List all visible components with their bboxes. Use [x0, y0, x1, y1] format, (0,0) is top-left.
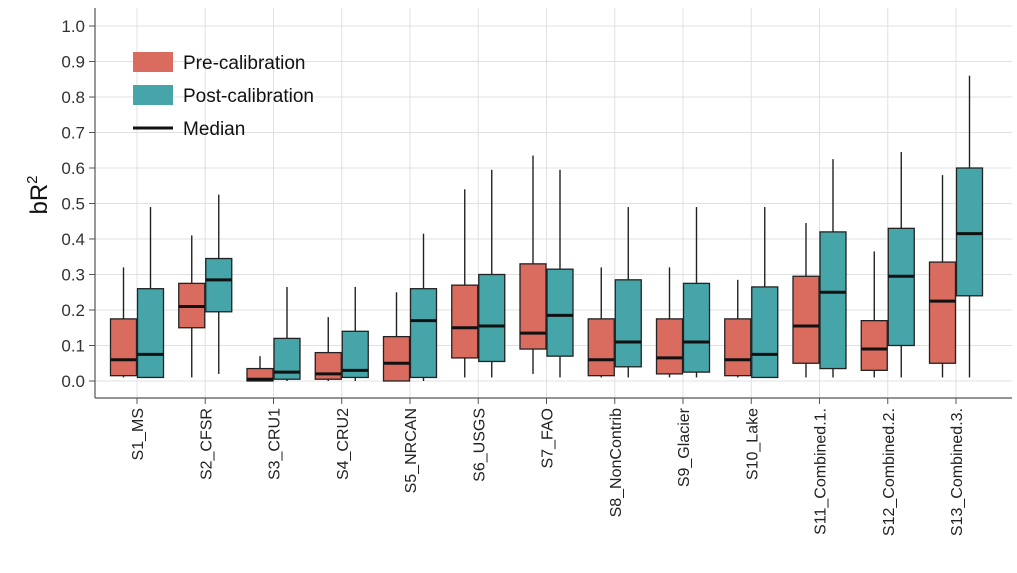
box-post-S10_Lake — [751, 207, 779, 379]
box-pre-S12_Combined.2. — [860, 251, 888, 378]
box-post-S1_MS — [136, 207, 165, 379]
x-category-label: S8_NonContrib — [608, 408, 625, 518]
box-iqr — [614, 279, 642, 368]
box-iqr — [451, 284, 479, 359]
y-tick-label: 0.3 — [61, 266, 85, 285]
legend-label: Median — [183, 119, 245, 140]
axes: 0.0 0.1 0.2 0.3 0.4 0.5 0.6 0.7 0.8 0.9 1.0 S1_MS S2… — [61, 8, 1012, 536]
box-pre-S2_CFSR — [178, 235, 206, 378]
box-post-S9_Glacier — [682, 207, 711, 378]
box-pre-S8_NonContrib — [587, 267, 615, 378]
box-iqr — [136, 288, 165, 379]
y-tick-label: 0.1 — [61, 337, 85, 356]
y-axis-title-superscript: 2 — [24, 175, 41, 183]
box-iqr — [519, 263, 547, 350]
box-iqr — [382, 335, 411, 382]
x-category-label: S10_Lake — [744, 408, 761, 480]
legend-label: Pre-calibration — [183, 53, 306, 74]
x-category-label: S4_CRU2 — [335, 408, 352, 480]
box-pre-S9_Glacier — [655, 267, 684, 378]
box-post-S13_Combined.3. — [955, 75, 984, 378]
box-pre-S1_MS — [109, 267, 138, 378]
box-pre-S5_NRCAN — [382, 292, 411, 382]
x-category-label: S11_Combined.1. — [813, 408, 830, 535]
y-tick-label: 0.5 — [61, 195, 85, 214]
box-pre-S10_Lake — [724, 279, 752, 378]
box-iqr — [955, 167, 984, 297]
box-iqr — [655, 318, 684, 375]
box-iqr — [724, 318, 752, 377]
box-post-S8_NonContrib — [614, 207, 642, 378]
box-iqr — [682, 282, 711, 373]
y-tick-label: 0.4 — [61, 230, 85, 249]
y-tick-label: 0.0 — [61, 372, 85, 391]
x-category-label: S7_FAO — [540, 408, 557, 468]
box-post-S2_CFSR — [205, 194, 233, 374]
box-iqr — [819, 231, 847, 370]
x-category-label: S2_CFSR — [198, 408, 215, 480]
box-post-S4_CRU2 — [341, 286, 369, 381]
box-post-S3_CRU1 — [273, 286, 301, 381]
y-tick-label: 0.2 — [61, 301, 85, 320]
y-tick-label: 0.7 — [61, 124, 85, 143]
box-iqr — [109, 318, 138, 377]
legend-item-median: Median — [133, 119, 245, 140]
y-tick-label: 0.8 — [61, 88, 85, 107]
y-tick-label: 1.0 — [61, 17, 85, 36]
y-axis-title-text: bR — [26, 184, 53, 215]
box-iqr — [928, 261, 957, 364]
box-iqr — [792, 275, 820, 364]
box-iqr — [587, 318, 615, 377]
box-iqr — [887, 227, 915, 347]
box-iqr — [751, 286, 779, 379]
legend-key-pre — [133, 52, 173, 72]
legend-item-post: Post-calibration — [133, 85, 314, 107]
box-pre-S4_CRU2 — [314, 317, 342, 381]
box-groups — [109, 75, 984, 382]
legend-item-pre: Pre-calibration — [133, 52, 306, 74]
box-iqr — [205, 257, 233, 313]
y-axis-title: bR2 — [24, 175, 53, 214]
box-pre-S13_Combined.3. — [928, 175, 957, 378]
box-post-S11_Combined.1. — [819, 159, 847, 378]
x-category-label: S12_Combined.2. — [881, 408, 898, 536]
box-post-S5_NRCAN — [409, 233, 438, 381]
legend: Pre-calibration Post-calibration Median — [133, 52, 314, 140]
x-category-label: S9_Glacier — [676, 407, 693, 487]
box-post-S12_Combined.2. — [887, 152, 915, 378]
x-category-label: S5_NRCAN — [403, 408, 420, 493]
box-iqr — [546, 268, 574, 357]
x-category-label: S6_USGS — [471, 408, 488, 482]
box-iqr — [860, 319, 888, 371]
box-pre-S7_FAO — [519, 155, 547, 374]
box-pre-S6_USGS — [451, 189, 479, 378]
box-pre-S3_CRU1 — [246, 356, 274, 382]
box-iqr — [409, 288, 438, 379]
legend-key-post — [133, 85, 173, 105]
box-pre-S11_Combined.1. — [792, 223, 820, 378]
x-category-label: S3_CRU1 — [267, 408, 284, 480]
x-category-label: S13_Combined.3. — [949, 408, 966, 536]
box-post-S6_USGS — [478, 169, 506, 378]
y-tick-label: 0.6 — [61, 159, 85, 178]
x-category-label: S1_MS — [130, 408, 147, 460]
box-post-S7_FAO — [546, 169, 574, 378]
legend-label: Post-calibration — [183, 86, 314, 107]
y-tick-label: 0.9 — [61, 53, 85, 72]
box-iqr — [478, 273, 506, 363]
